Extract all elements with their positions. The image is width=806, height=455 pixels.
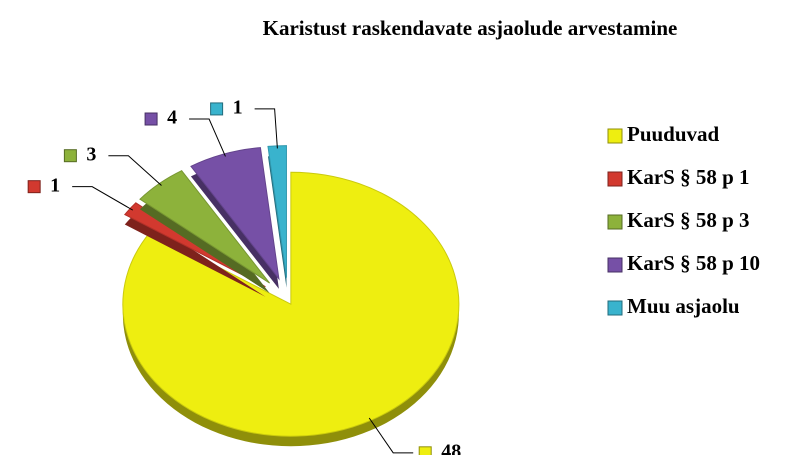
leader-line (368, 417, 414, 454)
legend-key (607, 300, 623, 316)
label-key (63, 149, 77, 163)
legend-label: KarS § 58 p 10 (627, 251, 760, 275)
data-label: 48 (441, 440, 461, 455)
legend-label: Muu asjaolu (627, 294, 740, 318)
leader-line (189, 118, 226, 157)
legend-key (607, 171, 623, 187)
legend-label: KarS § 58 p 1 (627, 165, 750, 189)
legend-key (607, 257, 623, 273)
legend-label: KarS § 58 p 3 (627, 208, 750, 232)
data-label: 1 (50, 174, 60, 196)
leader-line (254, 108, 278, 149)
label-key (27, 180, 41, 194)
label-key (144, 112, 158, 126)
chart-title: Karistust raskendavate asjaolude arvesta… (263, 16, 678, 40)
data-label: 1 (233, 97, 243, 119)
label-key (418, 446, 432, 455)
data-label: 4 (167, 107, 177, 129)
label-key (210, 102, 224, 116)
data-label: 3 (86, 143, 96, 165)
legend-key (607, 128, 623, 144)
slice-side (124, 212, 266, 297)
leader-line (72, 186, 134, 211)
legend-key (607, 214, 623, 230)
legend-label: Puuduvad (627, 122, 720, 146)
leader-line (108, 155, 162, 186)
